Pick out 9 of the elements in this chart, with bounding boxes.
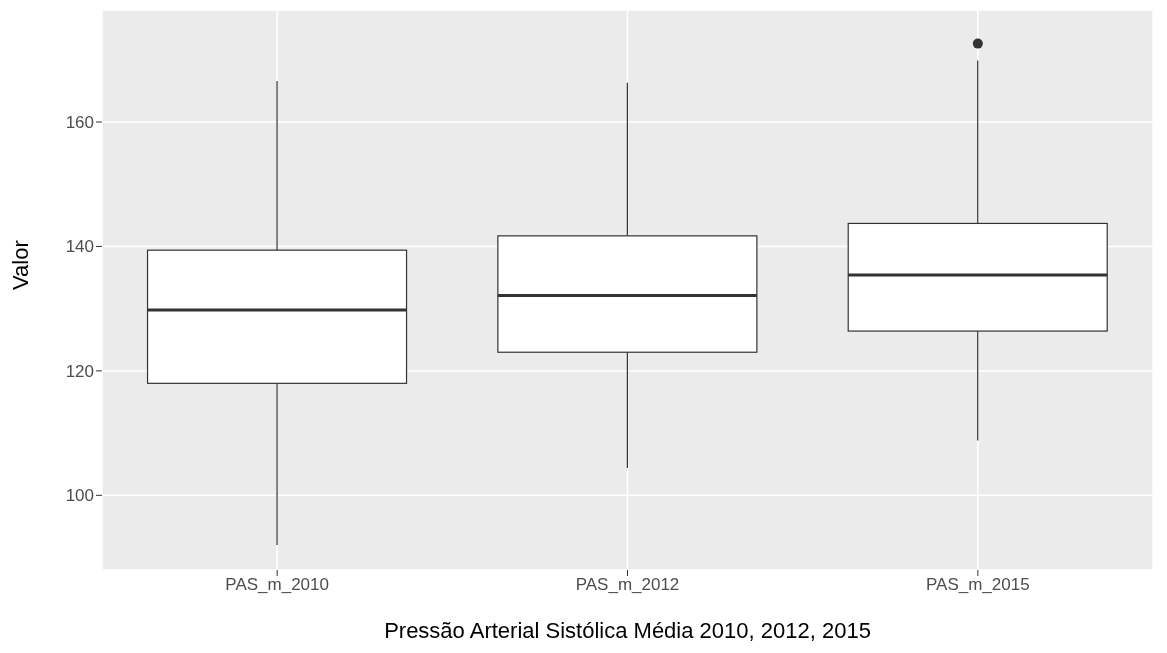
x-tick-label: PAS_m_2010 [225, 575, 329, 595]
x-axis-title: Pressão Arterial Sistólica Média 2010, 2012, 2015 [384, 618, 871, 643]
x-tick-label: PAS_m_2012 [575, 575, 680, 595]
y-tick-label: 120 [65, 361, 94, 381]
y-tick-label: 100 [65, 486, 94, 506]
y-axis-title: Valor [7, 240, 33, 290]
y-tick-label: 160 [65, 113, 94, 133]
y-tick-label: 140 [65, 237, 94, 257]
x-tick-label: PAS_m_2015 [926, 575, 1030, 595]
